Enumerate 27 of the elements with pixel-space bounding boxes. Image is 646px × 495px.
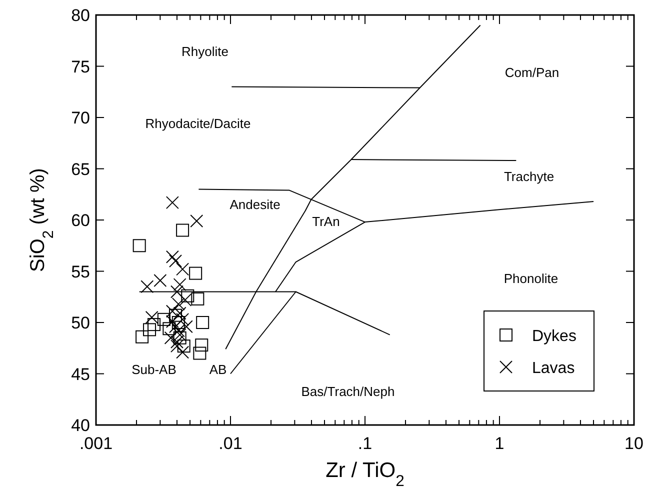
y-tick-label: 65 (71, 160, 90, 179)
annotation: Andesite (230, 197, 280, 212)
y-tick-label: 50 (71, 314, 90, 332)
y-tick-label: 70 (71, 108, 90, 128)
y-tick-label: 45 (71, 364, 90, 384)
x-tick-label: 1 (494, 434, 504, 453)
y-tick-label: 40 (71, 416, 90, 435)
annotation: Sub-AB (132, 362, 176, 377)
legend-label: Dykes (532, 328, 576, 345)
annotation: Com/Pan (504, 65, 560, 80)
x-tick-label: .1 (358, 434, 372, 453)
annotation: Rhyodacite/Dacite (145, 116, 251, 131)
x-tick-label: .001 (79, 434, 113, 453)
annotation: Phonolite (504, 271, 558, 286)
y-tick-label: 55 (71, 262, 90, 282)
x-tick-label: 10 (624, 434, 644, 453)
y-tick-label: 60 (71, 211, 90, 230)
legend-label: Lavas (532, 360, 575, 377)
annotation: Trachyte (504, 169, 554, 184)
x-axis-title: Zr / TiO$_{2}$ (326, 459, 404, 490)
annotation: AB (209, 362, 227, 377)
annotation: Rhyolite (182, 44, 228, 59)
x-tick-label: .01 (218, 434, 242, 453)
y-tick-label: 80 (71, 6, 90, 25)
y-tick-label: 75 (71, 57, 90, 76)
annotation: Bas/Trach/Neph (301, 384, 395, 399)
annotation: TrAn (312, 214, 340, 229)
